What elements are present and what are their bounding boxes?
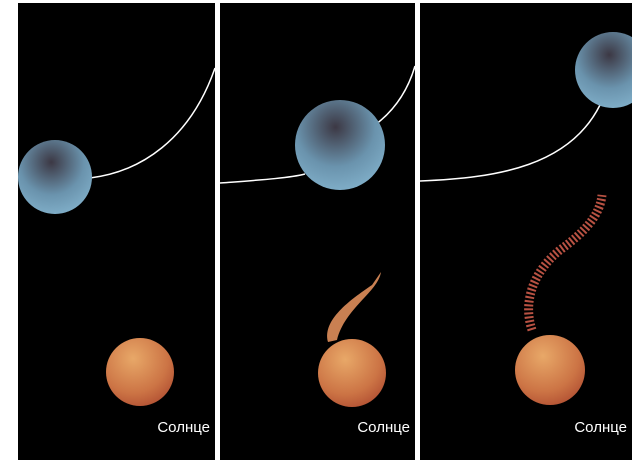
panel-3: Солнце bbox=[420, 3, 636, 460]
sun bbox=[318, 339, 386, 407]
panel-background bbox=[220, 3, 415, 460]
sun bbox=[106, 338, 174, 406]
sun-label: Солнце bbox=[357, 419, 410, 436]
sun-label: Солнце bbox=[157, 419, 210, 436]
panel-2: Солнце bbox=[220, 3, 415, 460]
sun bbox=[515, 335, 585, 405]
planet bbox=[18, 140, 92, 214]
illustration: Солнце Солнце Солнце bbox=[0, 0, 636, 462]
panel-1: Солнце bbox=[18, 3, 215, 460]
planet bbox=[295, 100, 385, 190]
sun-label: Солнце bbox=[574, 419, 627, 436]
